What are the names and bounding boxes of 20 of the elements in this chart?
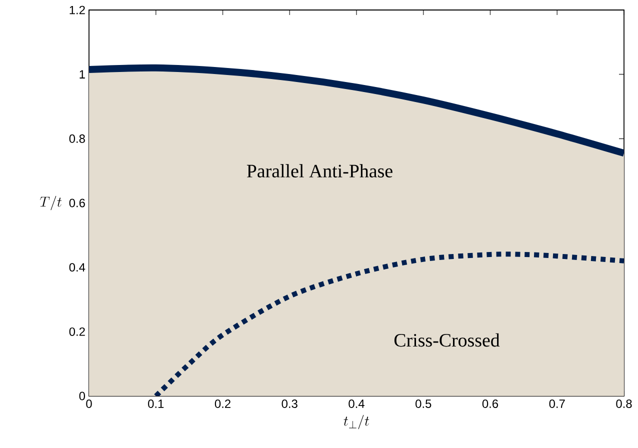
x-tick-label: 0.4 (348, 400, 364, 408)
x-tick-label: 0.2 (214, 400, 230, 408)
x-axis-title: $t_\perp/t$ (344, 414, 370, 430)
y-tick-label: 0.4 (69, 263, 86, 272)
y-tick-label: 0.2 (69, 327, 85, 336)
x-tick-label: 0.5 (416, 400, 432, 408)
y-tick-label: 0.6 (69, 198, 85, 208)
y-tick-label: 1.2 (70, 6, 85, 14)
x-tick-label: 0.1 (148, 400, 164, 408)
y-axis-title: $T/t$ (40, 196, 62, 210)
x-tick-label: 0.7 (549, 400, 565, 408)
y-tick-label: 0 (79, 392, 86, 400)
x-tick-label: 0 (86, 400, 92, 408)
x-tick-label: 0.8 (616, 400, 632, 408)
annotation: Parallel Anti-Phase (246, 164, 392, 178)
y-tick-label: 0.8 (69, 134, 85, 143)
x-tick-label: 0.3 (282, 400, 298, 408)
x-tick-label: 0.6 (482, 400, 498, 408)
annotation: Criss-Crossed (394, 333, 500, 347)
y-tick-label: 1 (80, 70, 85, 78)
